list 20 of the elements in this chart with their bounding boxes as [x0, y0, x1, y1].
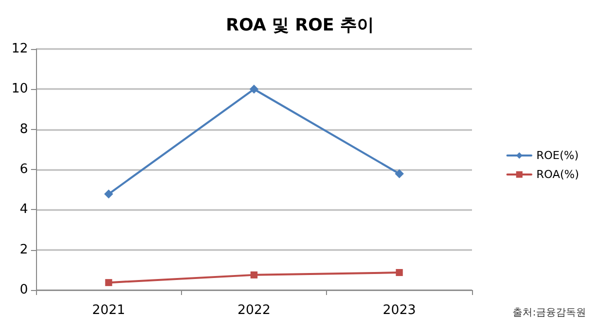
point	[250, 84, 258, 94]
point	[105, 279, 112, 286]
x-tick-label: 2022	[237, 303, 271, 318]
x-tick-label: 2021	[92, 303, 126, 318]
chart-title: ROA 및 ROE 추이	[226, 16, 374, 36]
y-tick-label: 10	[11, 82, 28, 97]
point	[104, 190, 114, 198]
y-tick-label: 8	[20, 122, 28, 137]
y-tick-label: 0	[20, 282, 28, 298]
point	[394, 169, 404, 178]
x-tick-label: 2023	[382, 303, 416, 318]
source-note: 출처:금융감독원	[512, 308, 586, 318]
y-tick-label: 2	[20, 242, 28, 258]
legend-label: ROE(%)	[536, 149, 579, 162]
y-tick-label: 4	[20, 202, 28, 218]
legend-label: ROA(%)	[536, 168, 580, 181]
point	[396, 269, 403, 276]
y-tick-label: 12	[11, 42, 28, 56]
point	[250, 271, 258, 278]
y-tick-label: 6	[20, 162, 28, 177]
